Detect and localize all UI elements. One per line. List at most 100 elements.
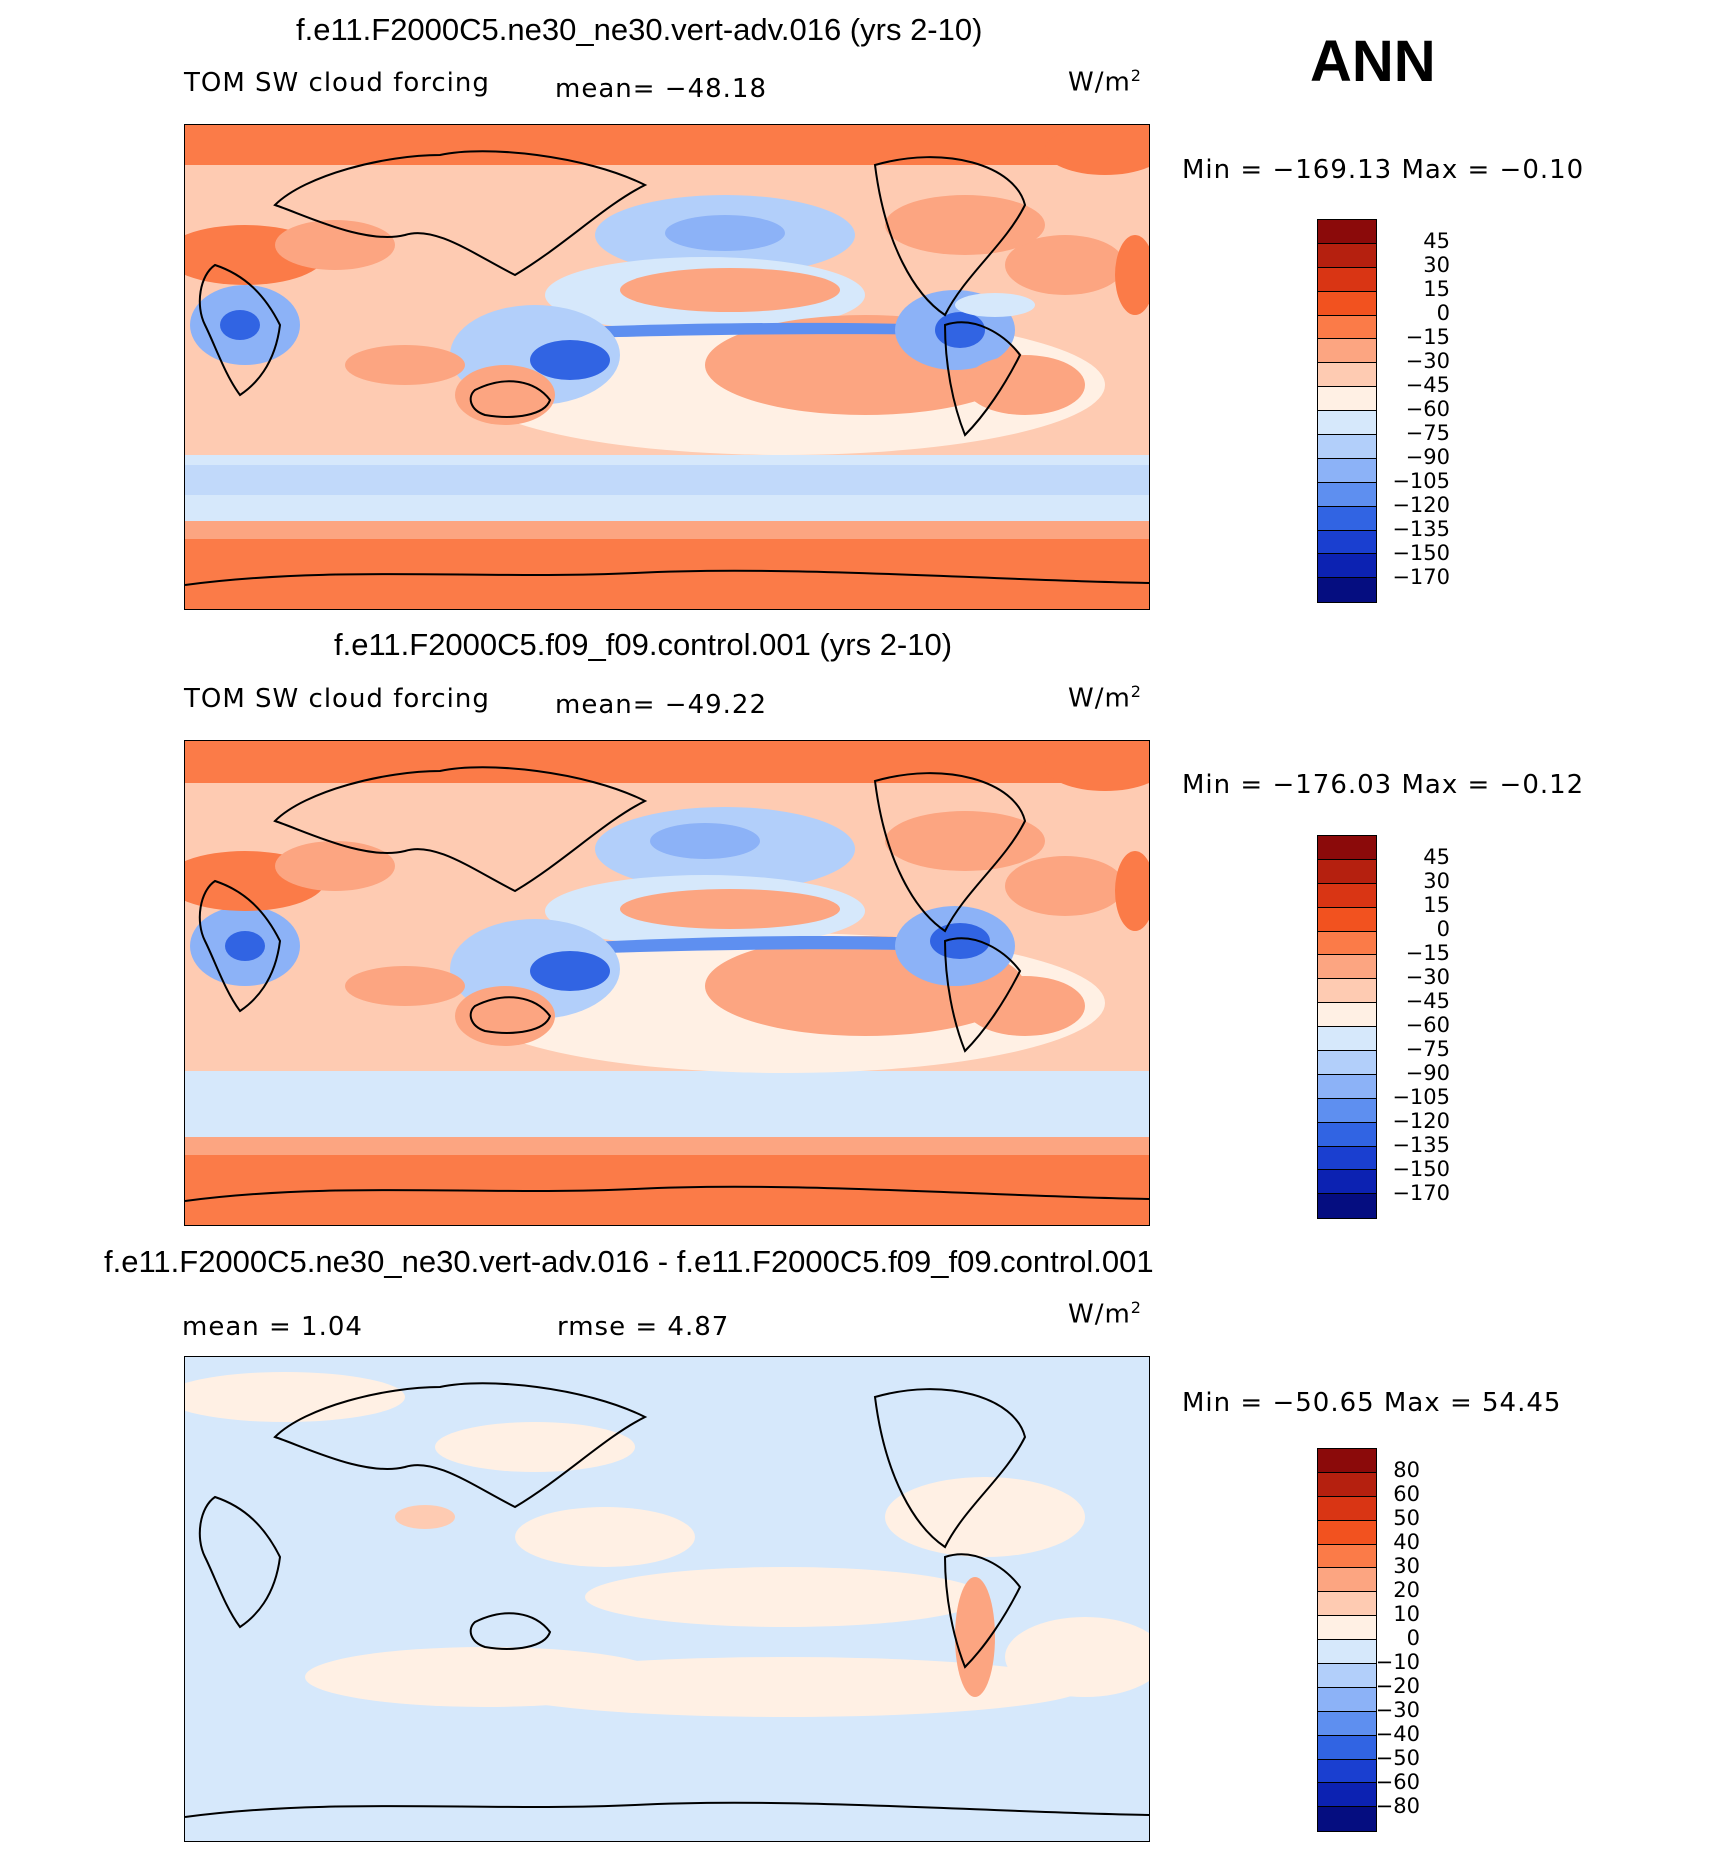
panel-2-map-svg <box>185 741 1149 1225</box>
colorbar-bin <box>1318 1194 1376 1219</box>
colorbar-bin <box>1318 411 1376 436</box>
colorbar-tick: −75 <box>1405 1037 1450 1061</box>
colorbar-bin <box>1318 506 1376 531</box>
colorbar-bin <box>1318 1640 1376 1665</box>
colorbar-bin <box>1318 530 1376 555</box>
colorbar-tick: −50 <box>1375 1746 1420 1770</box>
colorbar-bin <box>1318 1616 1376 1641</box>
colorbar-tick: −170 <box>1392 565 1450 589</box>
panel-2-units: W/m2 <box>1068 682 1142 714</box>
colorbar-tick: −120 <box>1392 493 1450 517</box>
colorbar-tick: −30 <box>1405 965 1450 989</box>
colorbar-tick: −170 <box>1392 1181 1450 1205</box>
colorbar-tick: −135 <box>1392 517 1450 541</box>
colorbar-bin <box>1318 363 1376 388</box>
panel-3-map-svg <box>185 1357 1149 1841</box>
colorbar-tick: −30 <box>1375 1698 1420 1722</box>
colorbar-tick: −45 <box>1405 373 1450 397</box>
colorbar-tick: −75 <box>1405 421 1450 445</box>
colorbar-tick: 30 <box>1423 253 1450 277</box>
colorbar-tick: −20 <box>1375 1674 1420 1698</box>
colorbar-tick: 0 <box>1436 301 1450 325</box>
colorbar-bin <box>1318 220 1376 244</box>
colorbar-bin <box>1318 267 1376 292</box>
colorbar-bin <box>1318 482 1376 507</box>
colorbar-bin <box>1318 1544 1376 1569</box>
colorbar-tick: 80 <box>1393 1458 1420 1482</box>
colorbar-tick: −150 <box>1392 541 1450 565</box>
panel-1-map-svg <box>185 125 1149 609</box>
colorbar-bin <box>1318 1496 1376 1521</box>
colorbar-tick: −15 <box>1405 941 1450 965</box>
panel-1-colorbar <box>1317 219 1377 604</box>
colorbar-bin <box>1318 1711 1376 1736</box>
colorbar-bin <box>1318 578 1376 603</box>
panel-1-mean: mean= −48.18 <box>555 74 768 104</box>
colorbar-tick: 20 <box>1393 1578 1420 1602</box>
colorbar-bin <box>1318 907 1376 932</box>
colorbar-bin <box>1318 931 1376 956</box>
colorbar-bin <box>1318 243 1376 268</box>
colorbar-bin <box>1318 979 1376 1004</box>
panel-3-units: W/m2 <box>1068 1298 1142 1330</box>
colorbar-bin <box>1318 859 1376 884</box>
colorbar-tick: 15 <box>1423 893 1450 917</box>
panel-2-mean: mean= −49.22 <box>555 690 768 720</box>
colorbar-bin <box>1318 1122 1376 1147</box>
panel-3-rmse: rmse = 4.87 <box>557 1312 730 1342</box>
colorbar-tick: 30 <box>1423 869 1450 893</box>
colorbar-tick: −30 <box>1405 349 1450 373</box>
panel-3-colorbar <box>1317 1448 1377 1833</box>
colorbar-tick: 45 <box>1423 229 1450 253</box>
panel-2-colorbar <box>1317 835 1377 1220</box>
colorbar-bin <box>1318 1568 1376 1593</box>
colorbar-tick: −60 <box>1405 1013 1450 1037</box>
panel-1-minmax: Min = −169.13 Max = −0.10 <box>1182 155 1585 185</box>
colorbar-bin <box>1318 1592 1376 1617</box>
panel-3-title: f.e11.F2000C5.ne30_ne30.vert-adv.016 - f… <box>104 1244 1154 1279</box>
colorbar-tick: −120 <box>1392 1109 1450 1133</box>
colorbar-bin <box>1318 1472 1376 1497</box>
panel-3-mean: mean = 1.04 <box>182 1312 363 1342</box>
colorbar-bin <box>1318 1170 1376 1195</box>
colorbar-bin <box>1318 387 1376 412</box>
colorbar-bin <box>1318 458 1376 483</box>
colorbar-bin <box>1318 1735 1376 1760</box>
colorbar-tick: −40 <box>1375 1722 1420 1746</box>
colorbar-bin <box>1318 1664 1376 1688</box>
colorbar-tick: −60 <box>1405 397 1450 421</box>
colorbar-bin <box>1318 1807 1376 1832</box>
colorbar-tick: −45 <box>1405 989 1450 1013</box>
colorbar-tick: 50 <box>1393 1506 1420 1530</box>
colorbar-bin <box>1318 315 1376 340</box>
colorbar-tick: −80 <box>1375 1794 1420 1818</box>
colorbar-tick: 0 <box>1406 1626 1420 1650</box>
season-label: ANN <box>1310 29 1436 94</box>
colorbar-bin <box>1318 883 1376 908</box>
colorbar-tick: 15 <box>1423 277 1450 301</box>
colorbar-tick: −90 <box>1405 1061 1450 1085</box>
colorbar-tick: −135 <box>1392 1133 1450 1157</box>
colorbar-tick: −10 <box>1375 1650 1420 1674</box>
colorbar-bin <box>1318 339 1376 364</box>
panel-2-minmax: Min = −176.03 Max = −0.12 <box>1182 770 1585 800</box>
colorbar-bin <box>1318 554 1376 579</box>
colorbar-tick: 10 <box>1393 1602 1420 1626</box>
colorbar-tick: −150 <box>1392 1157 1450 1181</box>
panel-2-map <box>184 740 1150 1226</box>
colorbar-bin <box>1318 955 1376 980</box>
colorbar-tick: 45 <box>1423 845 1450 869</box>
panel-1-units: W/m2 <box>1068 66 1142 98</box>
colorbar-tick: −90 <box>1405 445 1450 469</box>
colorbar-bin <box>1318 1027 1376 1052</box>
colorbar-bin <box>1318 1098 1376 1123</box>
colorbar-bin <box>1318 1449 1376 1473</box>
panel-1-title: f.e11.F2000C5.ne30_ne30.vert-adv.016 (yr… <box>296 12 983 47</box>
colorbar-tick: 0 <box>1436 917 1450 941</box>
colorbar-bin <box>1318 1687 1376 1712</box>
colorbar-bin <box>1318 1074 1376 1099</box>
colorbar-tick: −105 <box>1392 1085 1450 1109</box>
colorbar-tick: −15 <box>1405 325 1450 349</box>
colorbar-bin <box>1318 836 1376 860</box>
colorbar-bin <box>1318 291 1376 316</box>
